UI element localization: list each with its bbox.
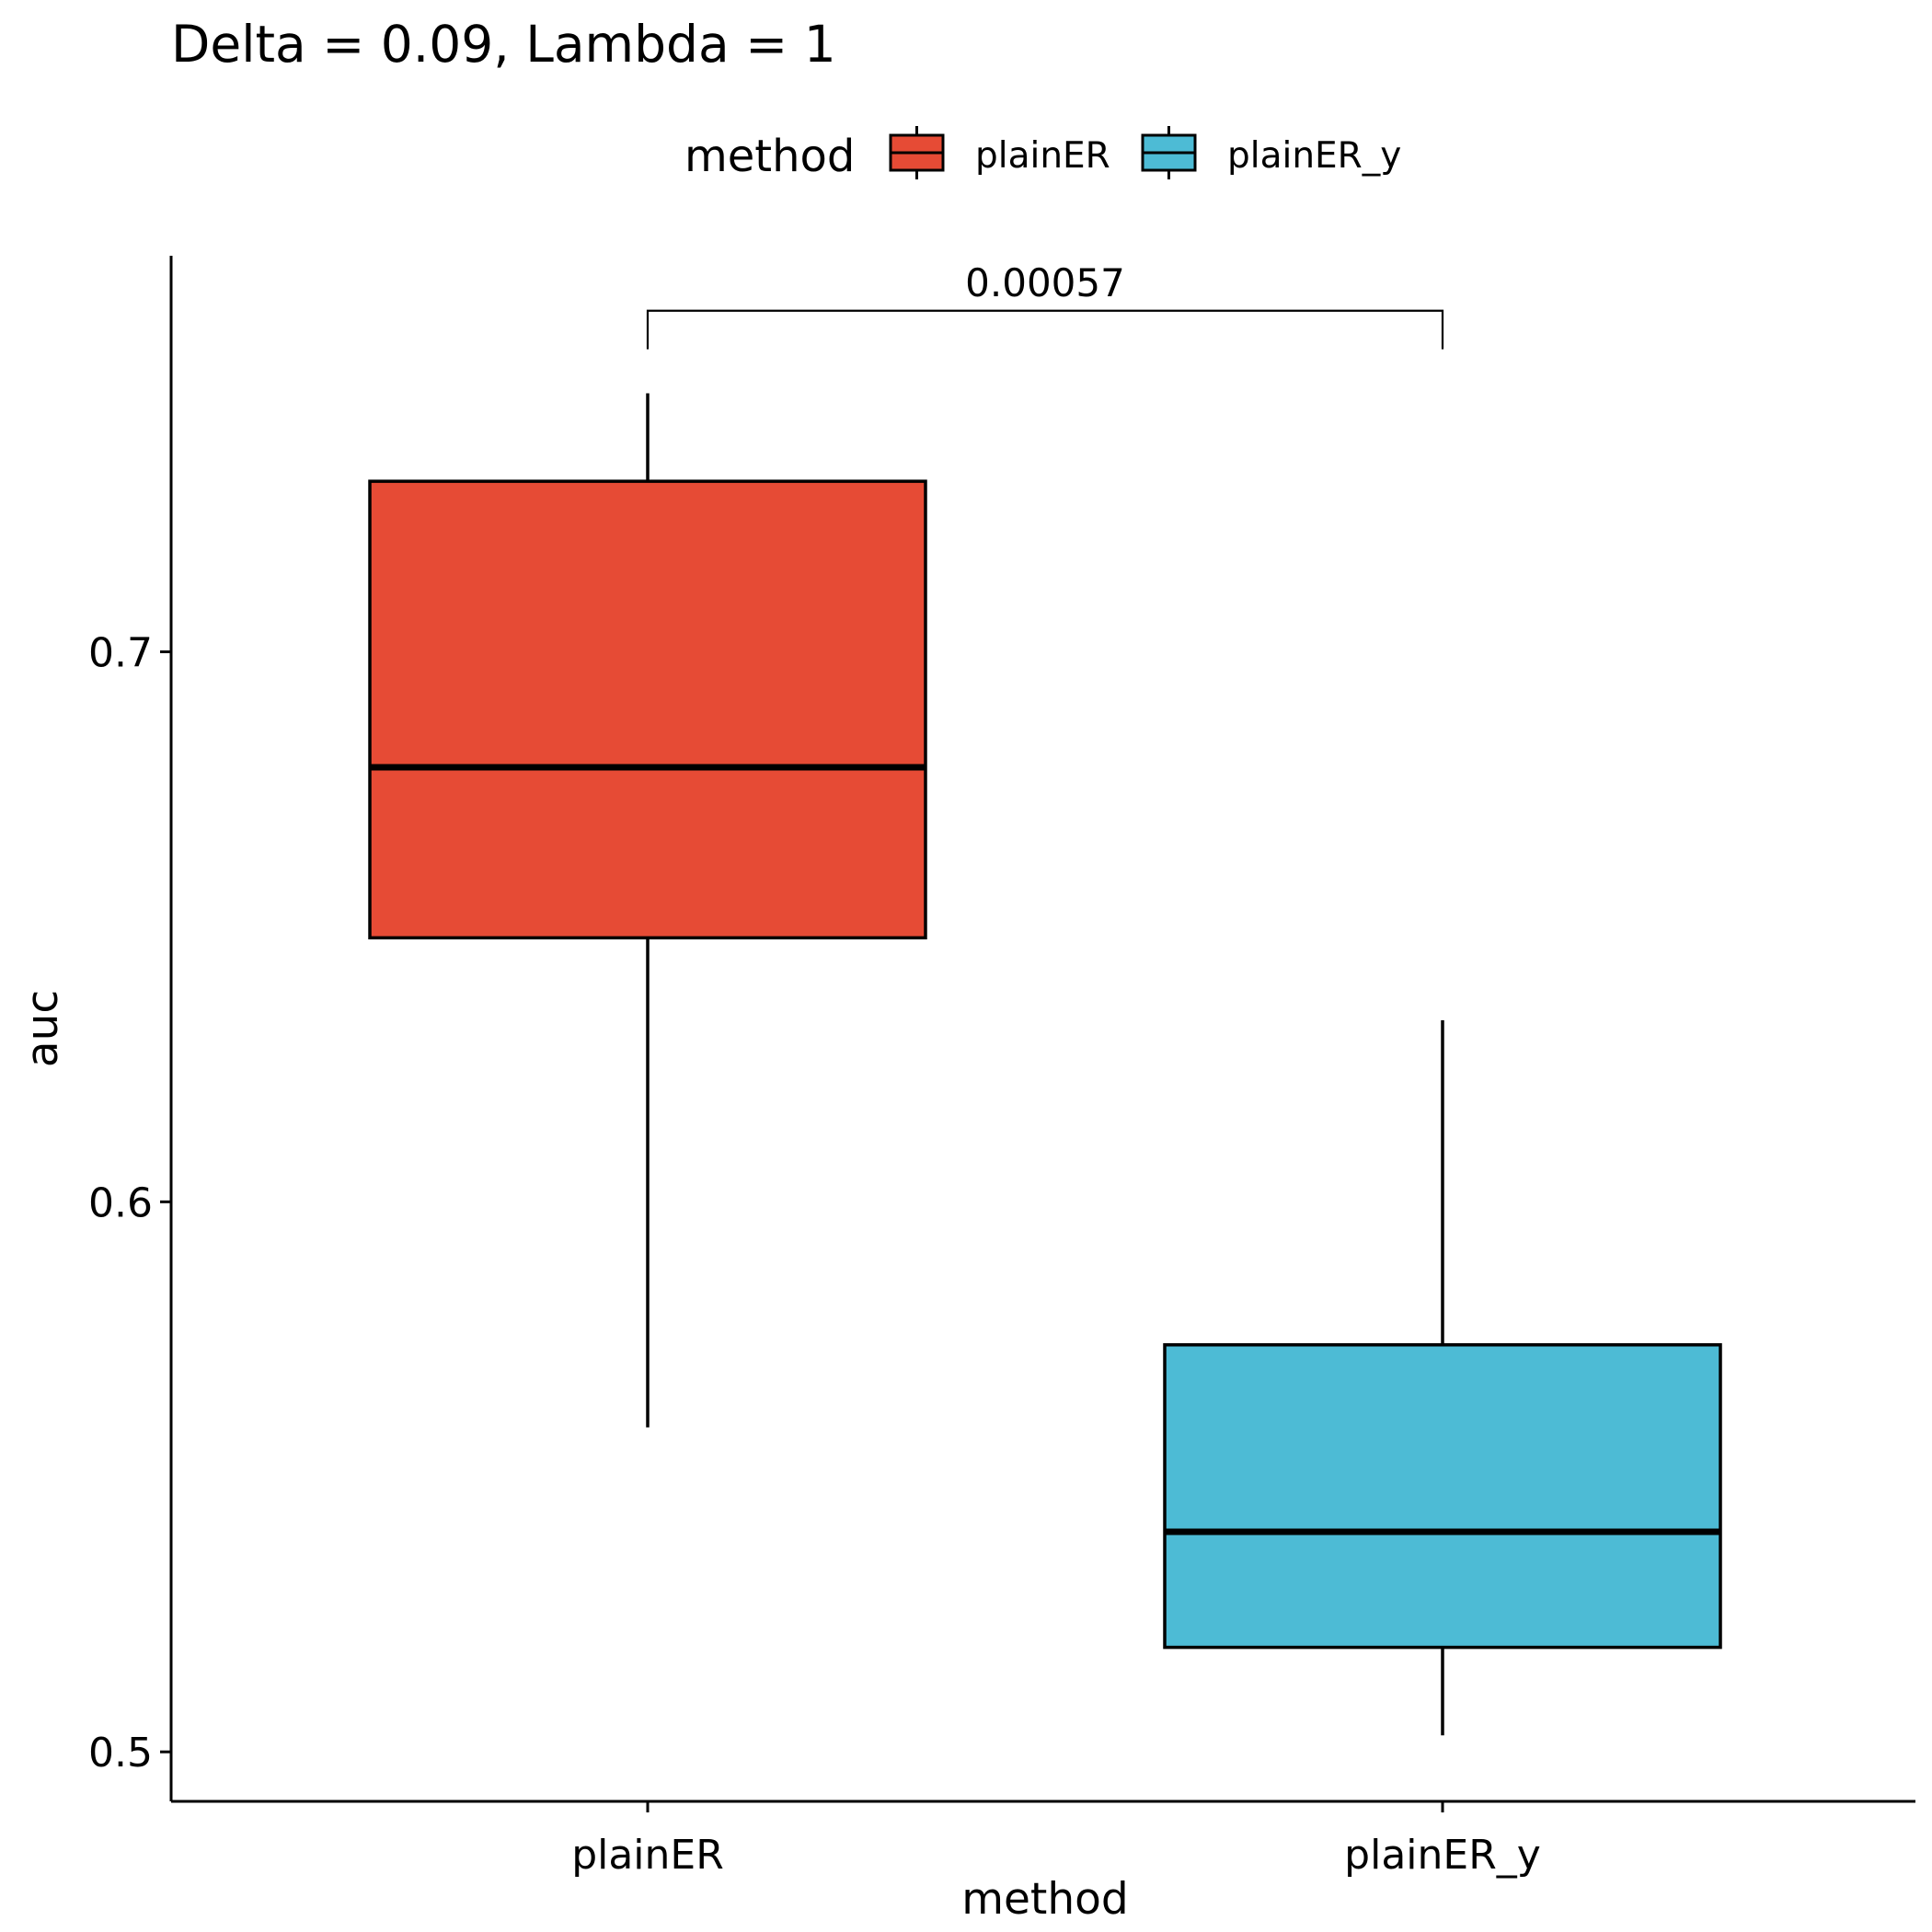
plot-area: 0.5 0.6 0.7 plainER plainER_y 0.00057	[88, 256, 1915, 1879]
x-tick-label: plainER	[571, 1832, 724, 1879]
box-iqr	[1163, 1343, 1722, 1650]
y-tick-label: 0.6	[88, 1179, 153, 1226]
legend-label: plainER	[975, 135, 1110, 177]
y-tick-label: 0.5	[88, 1730, 153, 1777]
y-tick-label: 0.7	[88, 629, 153, 676]
legend: method plainER plainER_y	[684, 126, 1401, 182]
box-plainER_y	[1163, 1020, 1722, 1736]
x-tick-label: plainER_y	[1344, 1832, 1541, 1879]
legend-label: plainER_y	[1227, 135, 1401, 177]
p-value-label: 0.00057	[965, 260, 1125, 305]
legend-title: method	[684, 131, 855, 182]
legend-item-plainER_y: plainER_y	[1141, 126, 1401, 179]
significance-bracket	[646, 309, 1444, 350]
box-iqr	[368, 479, 927, 940]
chart-title: Delta = 0.09, Lambda = 1	[171, 15, 836, 74]
y-axis-title: auc	[17, 990, 68, 1067]
legend-item-plainER: plainER	[889, 126, 1110, 179]
box-plainER	[368, 393, 927, 1428]
x-axis-title: method	[961, 1874, 1129, 1925]
